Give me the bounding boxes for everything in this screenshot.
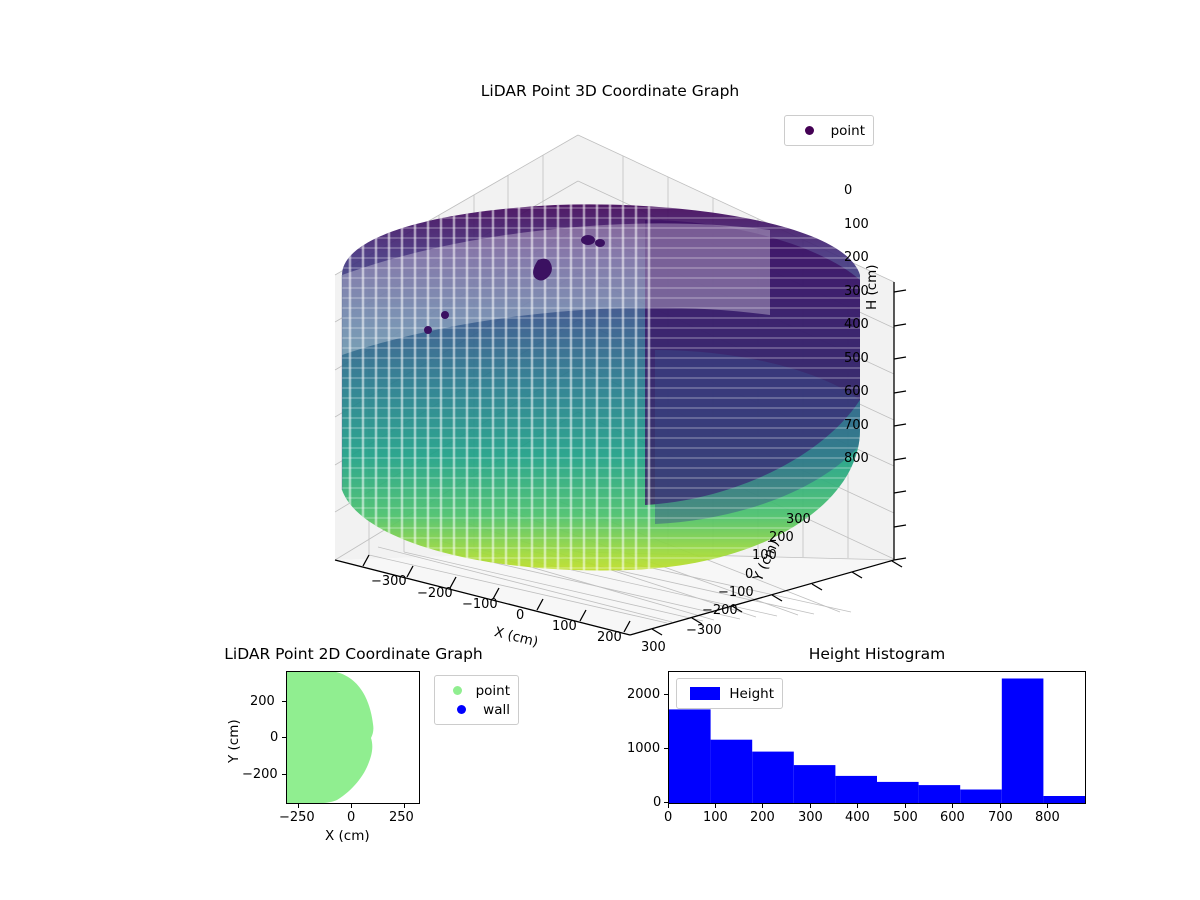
hist-x-tick-label: 400 xyxy=(845,810,870,825)
axis-spines xyxy=(334,282,895,636)
legend-item-point[interactable]: point xyxy=(443,681,510,700)
y-tick-label: −200 xyxy=(702,603,738,618)
circle-marker-icon xyxy=(443,705,479,714)
outlier-blobs xyxy=(424,235,605,334)
y-tick-label: 200 xyxy=(769,530,794,545)
y-tick-label: −200 xyxy=(242,767,278,782)
hist-x-tick-label: 800 xyxy=(1035,810,1060,825)
z-tick-marks xyxy=(893,289,907,561)
hist-x-tick-label: 200 xyxy=(750,810,775,825)
z-tick-label: 200 xyxy=(844,250,869,265)
hist-y-tick-label: 1000 xyxy=(627,741,661,756)
hist-y-tick-label: 0 xyxy=(653,795,662,810)
point-cloud xyxy=(342,204,860,571)
circle-marker-icon xyxy=(793,126,827,135)
x-tick-marks xyxy=(362,554,631,633)
x-tick-label: −200 xyxy=(417,586,453,601)
point-scatter-region xyxy=(287,672,374,803)
legend-label-wall: wall xyxy=(483,701,510,718)
x-tick-mark xyxy=(298,804,300,808)
x-tick-label: −250 xyxy=(279,810,315,825)
x-tick-label: 300 xyxy=(641,640,666,655)
panel-2d-title: LiDAR Point 2D Coordinate Graph xyxy=(224,645,483,663)
legend-item-point[interactable]: point xyxy=(793,121,865,140)
hist-x-tick-mark xyxy=(952,804,954,808)
z-tick-label: 500 xyxy=(844,351,869,366)
histogram-bars xyxy=(669,678,1085,803)
z-tick-label: 100 xyxy=(844,217,869,232)
y-tick-mark xyxy=(282,701,286,703)
y-tick-marks xyxy=(651,560,903,636)
panel-3d-title: LiDAR Point 3D Coordinate Graph xyxy=(480,82,740,100)
z-tick-label: 600 xyxy=(844,384,869,399)
y-tick-label: 0 xyxy=(745,567,754,582)
x-tick-mark xyxy=(404,804,406,808)
color-patch-icon xyxy=(685,687,725,700)
legend-label-height: Height xyxy=(729,685,774,702)
lidar-2d-canvas xyxy=(287,672,374,803)
x-tick-label: 100 xyxy=(552,619,577,634)
hist-x-tick-label: 100 xyxy=(703,810,728,825)
hist-x-tick-label: 500 xyxy=(893,810,918,825)
x-tick-label: −300 xyxy=(371,574,407,589)
hist-x-tick-label: 600 xyxy=(940,810,965,825)
hist-x-tick-mark xyxy=(668,804,670,808)
hist-x-tick-label: 700 xyxy=(988,810,1013,825)
y-tick-label: −100 xyxy=(718,585,754,600)
circle-marker-icon xyxy=(443,686,472,695)
hist-x-tick-mark xyxy=(762,804,764,808)
panel-2d-legend: point wall xyxy=(434,675,519,725)
hist-x-tick-mark xyxy=(810,804,812,808)
z-tick-label: 0 xyxy=(844,183,853,198)
z-tick-label: 400 xyxy=(844,317,869,332)
z-tick-label: 700 xyxy=(844,418,869,433)
x-tick-label: 0 xyxy=(347,810,356,825)
hist-x-tick-label: 0 xyxy=(664,810,673,825)
y-tick-mark xyxy=(282,774,286,776)
x-tick-mark xyxy=(351,804,353,808)
panel-hist-title: Height Histogram xyxy=(808,645,946,663)
y-tick-label: 200 xyxy=(250,694,275,709)
x-tick-label: 250 xyxy=(389,810,414,825)
x-tick-label: 0 xyxy=(516,608,525,623)
legend-label-point: point xyxy=(475,682,510,699)
y-tick-label: 100 xyxy=(752,548,777,563)
legend-item-wall[interactable]: wall xyxy=(443,700,510,719)
hist-x-tick-label: 300 xyxy=(798,810,823,825)
z-axis-label: H (cm) xyxy=(864,264,880,310)
x-tick-label: −100 xyxy=(462,597,498,612)
hist-y-tick-mark xyxy=(664,748,668,750)
panel-3d-legend: point xyxy=(784,115,874,146)
y-tick-mark xyxy=(282,737,286,739)
y-tick-label: 0 xyxy=(270,730,279,745)
legend-label-point: point xyxy=(830,122,865,139)
z-tick-label: 300 xyxy=(844,284,869,299)
y-axis-label: Y (cm) xyxy=(226,719,242,763)
hist-x-tick-mark xyxy=(905,804,907,808)
hist-x-tick-mark xyxy=(715,804,717,808)
lidar-2d-axes[interactable] xyxy=(286,671,420,804)
y-tick-label: 300 xyxy=(786,512,811,527)
x-tick-label: 200 xyxy=(597,630,622,645)
hist-x-tick-mark xyxy=(857,804,859,808)
z-tick-label: 800 xyxy=(844,451,869,466)
pane-xy xyxy=(335,552,894,635)
hist-y-tick-label: 2000 xyxy=(627,687,661,702)
height-histogram-axes[interactable] xyxy=(668,671,1086,804)
height-histogram-canvas xyxy=(669,678,1085,803)
hist-x-tick-mark xyxy=(1000,804,1002,808)
panel-hist-legend: Height xyxy=(676,678,783,709)
legend-item-height[interactable]: Height xyxy=(685,684,774,703)
y-tick-label: −300 xyxy=(686,623,722,638)
hist-x-tick-mark xyxy=(1047,804,1049,808)
lidar-3d-canvas xyxy=(334,134,907,636)
lidar-3d-axes[interactable] xyxy=(300,100,920,660)
hist-y-tick-mark xyxy=(664,802,668,804)
hist-y-tick-mark xyxy=(664,694,668,696)
x-axis-label: X (cm) xyxy=(325,828,370,844)
